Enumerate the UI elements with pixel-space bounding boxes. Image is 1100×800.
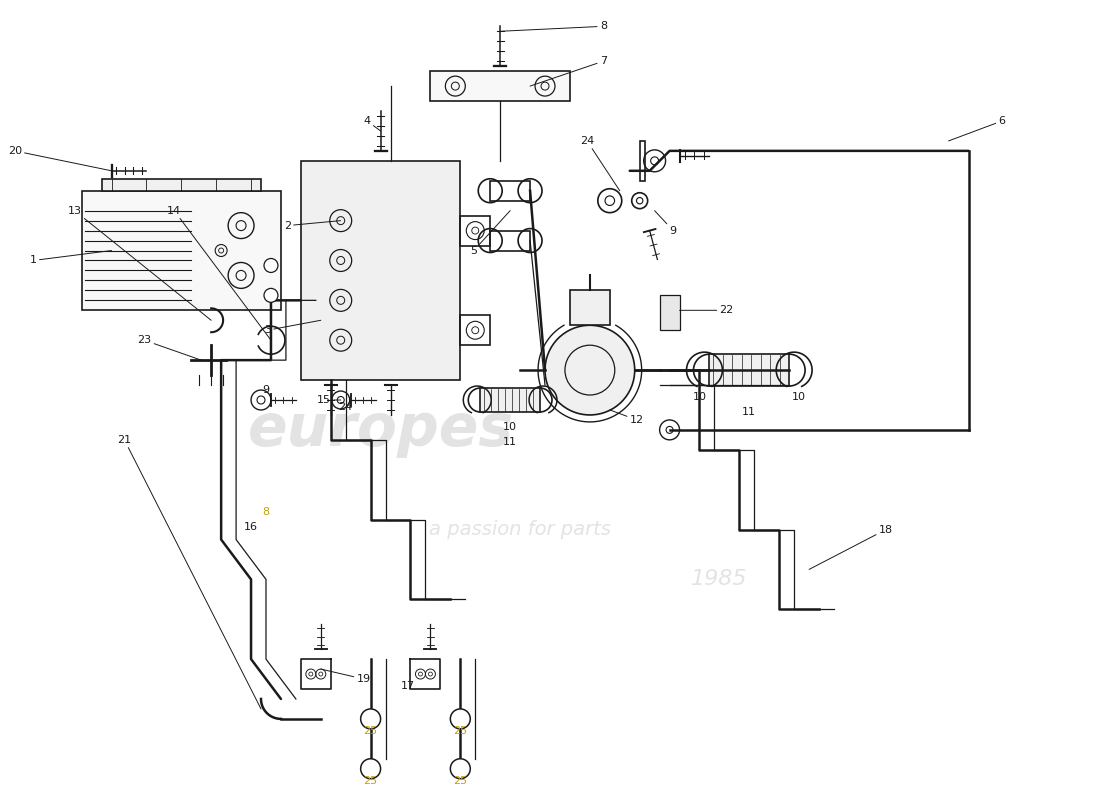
Bar — [660, 295, 680, 330]
Bar — [301, 161, 460, 380]
Text: 7: 7 — [530, 56, 607, 86]
Text: 1: 1 — [30, 250, 111, 266]
Circle shape — [361, 758, 381, 778]
Bar — [101, 178, 261, 190]
Text: europes: europes — [248, 402, 514, 458]
Text: 22: 22 — [680, 306, 734, 315]
Bar — [430, 71, 570, 101]
Text: 11: 11 — [503, 437, 517, 447]
Circle shape — [361, 709, 381, 729]
Text: 10: 10 — [503, 422, 517, 432]
Text: 8: 8 — [500, 22, 607, 31]
Text: 1985: 1985 — [691, 570, 748, 590]
Text: 9: 9 — [263, 385, 270, 395]
Circle shape — [450, 758, 471, 778]
Bar — [570, 290, 609, 326]
Text: 21: 21 — [118, 435, 261, 709]
Text: 8: 8 — [263, 506, 270, 517]
Bar — [81, 190, 280, 310]
Text: 15: 15 — [317, 395, 341, 405]
Circle shape — [544, 326, 635, 415]
Bar — [491, 181, 530, 201]
Text: 20: 20 — [8, 146, 111, 170]
Text: 24: 24 — [339, 402, 353, 412]
Bar — [640, 141, 645, 181]
Circle shape — [264, 288, 278, 302]
Text: 17: 17 — [400, 681, 415, 691]
Bar — [460, 315, 491, 345]
Text: 9: 9 — [654, 210, 676, 235]
Circle shape — [450, 709, 471, 729]
Text: 5: 5 — [471, 210, 510, 255]
Text: 3: 3 — [264, 320, 321, 335]
Bar — [481, 388, 540, 412]
Text: 23: 23 — [138, 335, 201, 360]
Text: 25: 25 — [453, 726, 468, 736]
Text: 25: 25 — [364, 726, 377, 736]
Bar — [491, 230, 530, 250]
Text: 14: 14 — [167, 206, 271, 340]
Text: 25: 25 — [364, 776, 377, 786]
Text: 4: 4 — [363, 116, 381, 131]
Text: 24: 24 — [580, 136, 619, 190]
Text: 2: 2 — [284, 221, 341, 230]
Text: 13: 13 — [67, 206, 211, 320]
Bar — [710, 354, 789, 386]
Circle shape — [264, 258, 278, 273]
Text: 10: 10 — [792, 392, 806, 402]
Text: 10: 10 — [693, 392, 706, 402]
Text: 12: 12 — [609, 410, 644, 425]
Bar — [460, 216, 491, 246]
Text: 11: 11 — [742, 407, 757, 417]
Text: a passion for parts: a passion for parts — [429, 520, 610, 539]
Text: 18: 18 — [810, 525, 893, 570]
Text: 6: 6 — [948, 116, 1005, 141]
Text: 25: 25 — [453, 776, 468, 786]
Text: 19: 19 — [321, 669, 371, 684]
Text: 16: 16 — [244, 522, 258, 531]
